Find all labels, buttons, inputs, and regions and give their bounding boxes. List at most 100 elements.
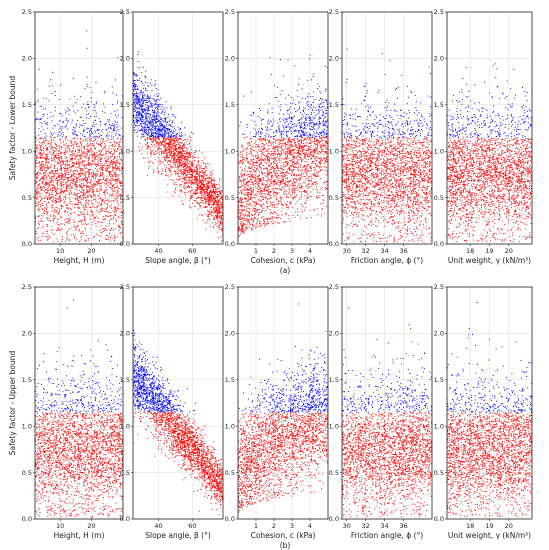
point-safe	[49, 100, 50, 101]
point-unsafe	[97, 155, 98, 156]
point-unsafe	[65, 196, 66, 197]
point-safe	[181, 136, 182, 137]
point-unsafe	[206, 191, 207, 192]
point-unsafe	[182, 154, 183, 155]
point-unsafe	[71, 209, 72, 210]
point-safe	[94, 106, 95, 107]
point-unsafe	[74, 178, 75, 179]
point-unsafe	[65, 152, 66, 153]
point-unsafe	[89, 194, 90, 195]
point-unsafe	[115, 145, 116, 146]
point-unsafe	[89, 159, 90, 160]
point-unsafe	[110, 206, 111, 207]
point-unsafe	[193, 165, 194, 166]
point-unsafe	[163, 161, 164, 162]
point-unsafe	[158, 161, 159, 162]
point-safe	[59, 131, 60, 132]
point-unsafe	[205, 175, 206, 176]
point-unsafe	[97, 161, 98, 162]
y-tick-label: 1.0	[22, 147, 32, 155]
point-safe	[155, 107, 156, 108]
point-unsafe	[161, 154, 162, 155]
point-safe	[164, 114, 165, 115]
point-unsafe	[46, 162, 47, 163]
point-unsafe	[58, 175, 59, 176]
point-unsafe	[176, 151, 177, 152]
point-safe	[44, 121, 45, 122]
point-unsafe	[43, 176, 44, 177]
point-safe	[39, 128, 40, 129]
point-unsafe	[149, 161, 150, 162]
point-safe	[117, 110, 118, 111]
point-unsafe	[108, 167, 109, 168]
point-unsafe	[79, 186, 80, 187]
point-safe	[161, 125, 162, 126]
point-unsafe	[37, 176, 38, 177]
point-unsafe	[164, 152, 165, 153]
point-unsafe	[52, 173, 53, 174]
point-unsafe	[117, 200, 118, 201]
point-unsafe	[89, 165, 90, 166]
point-unsafe	[165, 175, 166, 176]
point-unsafe	[45, 183, 46, 184]
point-unsafe	[66, 188, 67, 189]
point-unsafe	[158, 144, 159, 145]
point-safe	[94, 116, 95, 117]
point-unsafe	[49, 186, 50, 187]
point-safe	[177, 127, 178, 128]
point-unsafe	[80, 161, 81, 162]
point-unsafe	[153, 138, 154, 139]
point-unsafe	[106, 200, 107, 201]
point-safe	[88, 107, 89, 108]
point-unsafe	[173, 155, 174, 156]
point-safe	[85, 108, 86, 109]
point-unsafe	[110, 237, 111, 238]
point-unsafe	[192, 166, 193, 167]
point-unsafe	[52, 211, 53, 212]
point-unsafe	[52, 160, 53, 161]
point-safe	[141, 106, 142, 107]
point-unsafe	[155, 140, 156, 141]
point-safe	[150, 103, 151, 104]
point-unsafe	[93, 183, 94, 184]
point-safe	[142, 98, 143, 99]
point-safe	[158, 115, 159, 116]
point-safe	[81, 125, 82, 126]
point-unsafe	[53, 140, 54, 141]
point-safe	[149, 122, 150, 123]
point-safe	[171, 122, 172, 123]
point-unsafe	[69, 192, 70, 193]
point-safe	[80, 133, 81, 134]
point-unsafe	[120, 182, 121, 183]
point-unsafe	[70, 180, 71, 181]
point-unsafe	[46, 224, 47, 225]
point-unsafe	[115, 209, 116, 210]
point-safe	[159, 104, 160, 105]
point-safe	[144, 136, 145, 137]
point-safe	[161, 113, 162, 114]
point-unsafe	[40, 204, 41, 205]
point-safe	[111, 128, 112, 129]
point-safe	[136, 120, 137, 121]
point-safe	[138, 61, 139, 62]
point-unsafe	[93, 192, 94, 193]
point-safe	[144, 100, 145, 101]
point-safe	[139, 120, 140, 121]
point-unsafe	[100, 185, 101, 186]
point-unsafe	[42, 163, 43, 164]
point-unsafe	[72, 180, 73, 181]
point-safe	[47, 118, 48, 119]
point-safe	[159, 129, 160, 130]
point-unsafe	[83, 184, 84, 185]
point-unsafe	[102, 182, 103, 183]
point-unsafe	[109, 175, 110, 176]
point-unsafe	[100, 179, 101, 180]
point-unsafe	[220, 196, 221, 197]
point-unsafe	[78, 148, 79, 149]
point-unsafe	[90, 179, 91, 180]
point-unsafe	[72, 171, 73, 172]
point-unsafe	[120, 159, 121, 160]
point-unsafe	[100, 198, 101, 199]
point-safe	[77, 135, 78, 136]
point-unsafe	[168, 151, 169, 152]
